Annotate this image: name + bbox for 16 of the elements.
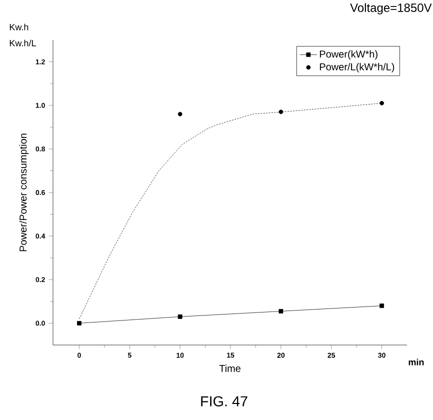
legend-label: Power/L(kW*h/L) <box>320 63 394 72</box>
y-axis-title: Power/Power consumption <box>19 134 29 252</box>
point <box>380 304 384 308</box>
legend-label: Power(kW*h) <box>320 50 378 60</box>
text: Kw.h/L <box>10 40 36 46</box>
caption: FIG. 47 <box>201 396 248 406</box>
point <box>77 321 82 326</box>
point <box>178 314 182 319</box>
text: Voltage=1850V <box>350 3 432 14</box>
point <box>278 309 284 314</box>
text: min <box>408 358 424 366</box>
point <box>380 100 384 106</box>
x-axis-title: Time <box>219 364 240 372</box>
text: Kw.h <box>10 24 28 30</box>
point <box>178 112 182 116</box>
point <box>278 110 284 114</box>
